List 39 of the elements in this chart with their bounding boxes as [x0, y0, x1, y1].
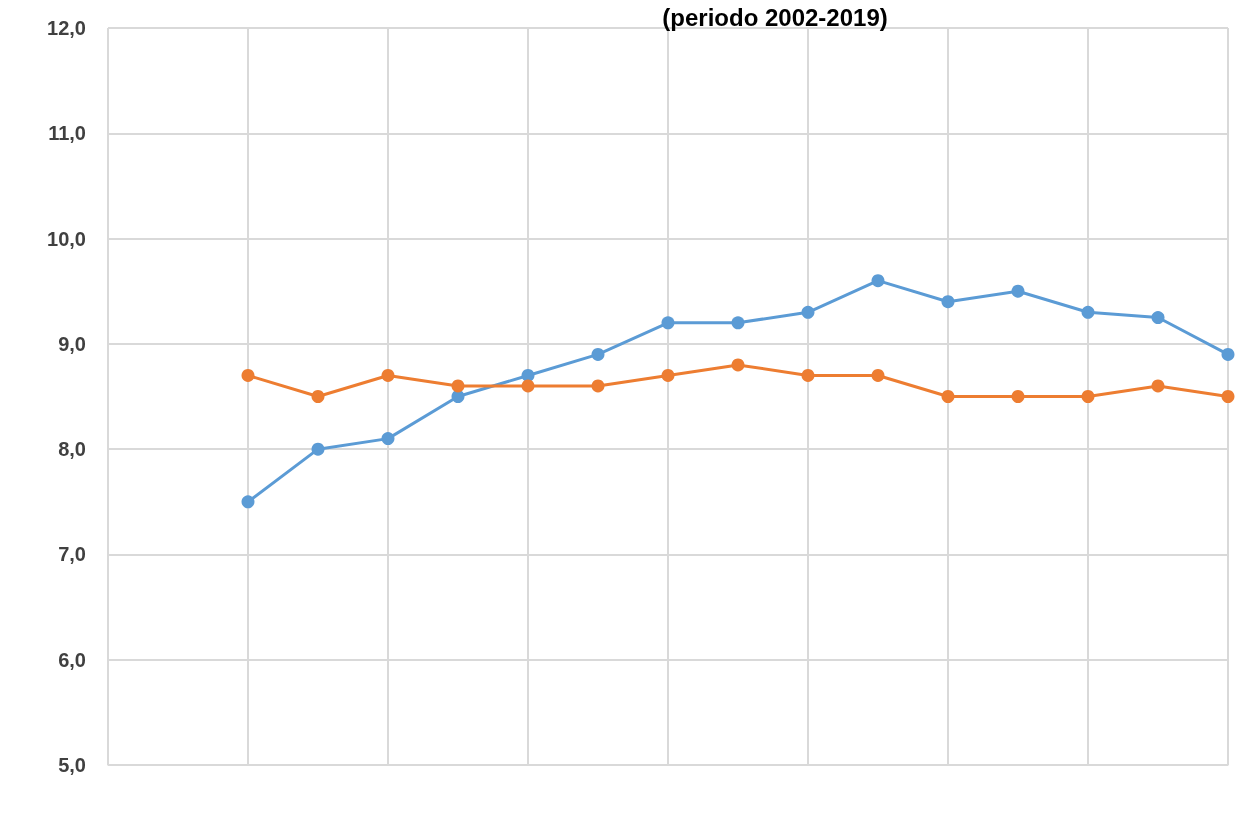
point: [521, 368, 535, 382]
chart-title: (periodo 2002-2019): [662, 3, 888, 31]
point: [591, 347, 605, 361]
y-tick-label: 8,0: [58, 438, 86, 461]
point: [871, 368, 885, 382]
point: [1011, 390, 1025, 403]
y-tick-label: 7,0: [58, 543, 86, 566]
point: [1151, 379, 1165, 393]
point: [941, 295, 955, 309]
point: [591, 379, 605, 393]
point: [801, 368, 815, 382]
point: [241, 495, 255, 509]
point: [731, 358, 745, 372]
point: [871, 274, 885, 288]
y-tick-label: 5,0: [58, 754, 86, 776]
point: [1081, 390, 1095, 403]
point: [731, 316, 745, 330]
point: [521, 379, 535, 393]
point: [661, 368, 675, 382]
point: [1151, 311, 1165, 325]
point: [941, 390, 955, 403]
point: [1221, 390, 1235, 403]
point: [451, 390, 465, 403]
point: [1221, 347, 1235, 361]
point: [661, 316, 675, 330]
point: [381, 432, 395, 446]
y-tick-label: 10,0: [47, 227, 86, 250]
point: [311, 390, 325, 403]
point: [801, 305, 815, 319]
point: [311, 442, 325, 456]
point: [241, 368, 255, 382]
point: [381, 368, 395, 382]
point: [1011, 284, 1025, 298]
y-tick-label: 9,0: [58, 332, 86, 355]
point: [451, 379, 465, 393]
y-tick-label: 11,0: [48, 122, 86, 145]
y-tick-label: 12,0: [47, 17, 86, 39]
y-tick-label: 6,0: [58, 648, 86, 671]
point: [1081, 305, 1095, 319]
